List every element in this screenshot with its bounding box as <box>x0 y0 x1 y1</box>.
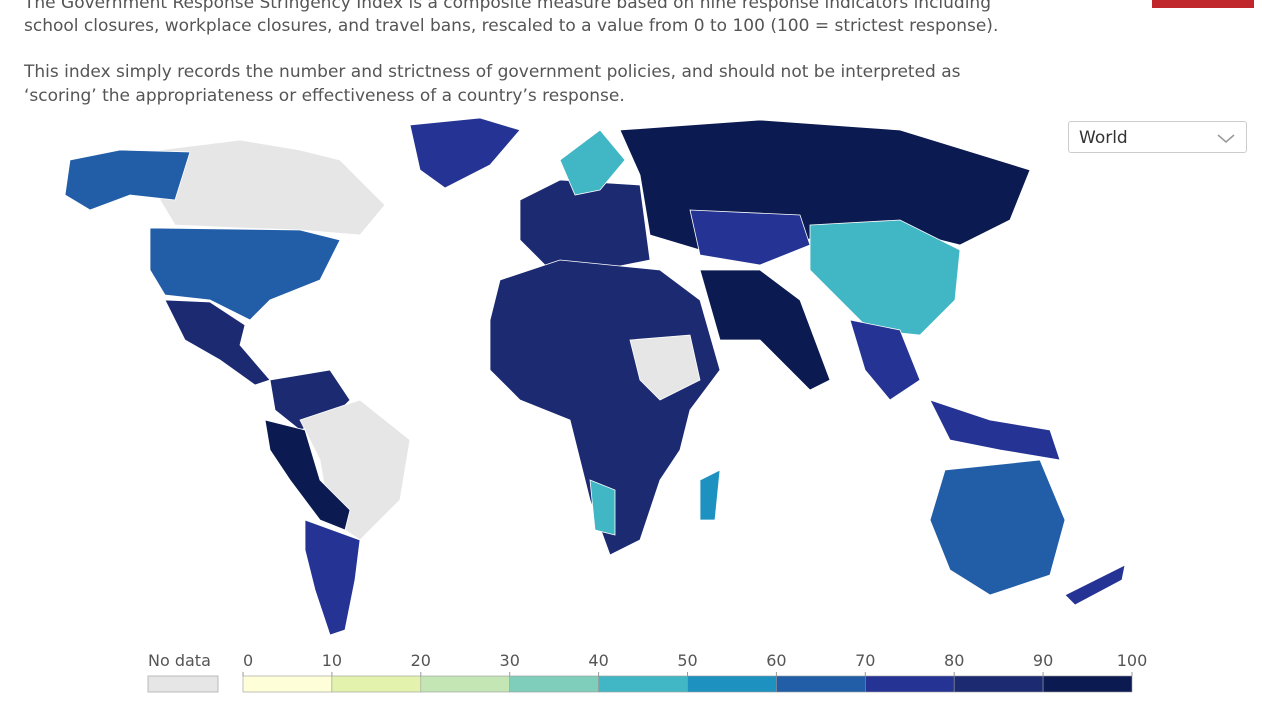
legend-bin <box>509 675 599 693</box>
legend-bin <box>420 675 510 693</box>
country <box>699 469 721 521</box>
legend-tick-label: 50 <box>677 651 697 670</box>
legend-tick-label: 60 <box>766 651 786 670</box>
country <box>849 319 921 401</box>
description-line: This index simply records the number and… <box>24 62 961 82</box>
legend-tick-label: 80 <box>944 651 964 670</box>
no-data-label: No data <box>148 651 211 670</box>
country <box>159 139 386 236</box>
legend-tick-label: 90 <box>1033 651 1053 670</box>
country <box>64 149 191 211</box>
dropdown-arrow <box>1217 134 1235 143</box>
legend-tick-label: 30 <box>500 651 520 670</box>
country <box>519 179 651 271</box>
legend-tick-label: 0 <box>243 651 253 670</box>
region-dropdown[interactable]: World <box>1068 121 1247 153</box>
legend-bin <box>598 675 688 693</box>
legend-bin <box>953 675 1044 693</box>
legend-bin <box>687 675 777 693</box>
country <box>809 219 961 336</box>
legend-tick-label: 10 <box>322 651 342 670</box>
legend-bin <box>242 675 333 693</box>
legend-bin <box>331 675 422 693</box>
description-line: The Government Response Stringency Index… <box>24 0 991 13</box>
country <box>264 419 351 531</box>
country <box>1064 564 1126 606</box>
legend-tick-label: 40 <box>588 651 608 670</box>
legend-bin <box>1042 675 1133 693</box>
legend-tick-label: 70 <box>855 651 875 670</box>
country <box>929 399 1061 461</box>
legend-tick-label: 20 <box>411 651 431 670</box>
description-line: school closures, workplace closures, and… <box>24 16 999 36</box>
country <box>929 459 1066 596</box>
country <box>589 479 616 536</box>
country <box>689 209 811 266</box>
country <box>149 227 341 321</box>
country <box>699 269 831 391</box>
country <box>489 259 721 556</box>
legend-bin <box>776 675 866 693</box>
country <box>629 334 701 401</box>
dropdown-value: World <box>1079 128 1128 148</box>
logo-bar <box>1152 0 1254 8</box>
description-line: ‘scoring’ the appropriateness or effecti… <box>24 86 625 106</box>
country <box>304 519 361 636</box>
no-data-swatch <box>147 675 219 693</box>
country <box>559 129 626 196</box>
legend-bin <box>864 675 955 693</box>
countries <box>64 117 1126 636</box>
country <box>409 117 521 189</box>
legend-tick-label: 100 <box>1117 651 1148 670</box>
